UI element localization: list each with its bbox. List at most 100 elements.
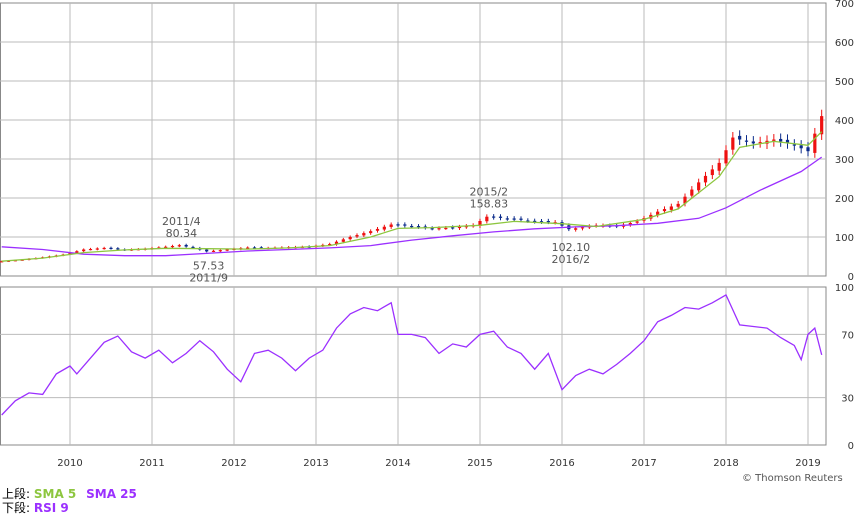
candle-body — [779, 138, 783, 142]
candle-body — [211, 250, 216, 252]
rsi-panel: 0 30 70 100 — [0, 283, 854, 452]
price-tick-label-700: 700 — [835, 0, 854, 10]
x-tick-label-2015: 2015 — [467, 458, 492, 469]
rsi-tick-label-0: 0 — [848, 441, 854, 452]
candle-body — [382, 226, 386, 230]
candle-body — [369, 231, 373, 234]
candle-body — [102, 247, 106, 250]
x-tick-label-2017: 2017 — [631, 458, 656, 469]
legend-upper: 上段: SMA 5 SMA 25 — [2, 487, 137, 501]
candle-body — [690, 189, 694, 196]
candle-body — [0, 261, 4, 263]
x-tick-label-2018: 2018 — [713, 458, 738, 469]
x-tick-label-2014: 2014 — [385, 458, 410, 469]
candle-body — [246, 247, 250, 249]
candle-body — [375, 228, 380, 231]
price-tick-label-500: 500 — [835, 77, 854, 88]
candle-body — [184, 244, 188, 247]
legend-lower-label: 下段: — [2, 501, 31, 515]
candle-body — [533, 220, 537, 223]
annotation-3-line-1: 2016/2 — [551, 253, 590, 266]
rsi-panel-frame — [0, 286, 827, 446]
price-tick-label-200: 200 — [835, 194, 854, 205]
candle-body — [799, 145, 803, 149]
candle-body — [683, 196, 687, 204]
price-tick-label-300: 300 — [835, 155, 854, 166]
candle-body — [820, 116, 824, 135]
candle-body — [717, 162, 721, 171]
candle-body — [259, 247, 263, 249]
candle-body — [362, 233, 366, 236]
candle-body — [116, 248, 120, 250]
candle-body — [738, 135, 742, 140]
candle-body — [423, 226, 427, 228]
candle-body — [410, 225, 414, 228]
legend-lower: 下段: RSI 9 — [2, 501, 69, 515]
candle-body — [396, 224, 400, 226]
x-tick-label-2019: 2019 — [795, 458, 820, 469]
candle-body — [656, 211, 660, 215]
candle-body — [218, 250, 222, 252]
candle-body — [703, 175, 708, 183]
candle-body — [710, 169, 714, 176]
candle-body — [512, 218, 516, 220]
candle-body — [457, 226, 462, 229]
candle-body — [252, 247, 257, 249]
x-tick-label-2013: 2013 — [303, 458, 328, 469]
candle-body — [580, 227, 585, 229]
candle-body — [170, 245, 175, 248]
candle-body — [478, 221, 482, 226]
x-axis: 2010 2011 2012 2013 2014 2015 2016 2017 2018 2019 — [57, 458, 820, 469]
candle-body — [164, 246, 168, 248]
candle-body — [177, 245, 181, 247]
candle-body — [744, 140, 749, 142]
candle-body — [731, 137, 735, 150]
candle-body — [526, 220, 530, 222]
candle-body — [505, 218, 509, 220]
price-tick-label-0: 0 — [848, 272, 854, 283]
candle-body — [498, 216, 503, 218]
candle-body — [68, 252, 72, 255]
price-panel-frame — [0, 2, 827, 277]
sma5-line — [1, 131, 823, 262]
rsi-line — [1, 293, 823, 416]
candle-body — [697, 182, 701, 191]
candle-body — [225, 249, 229, 251]
candle-body — [485, 216, 489, 222]
candle-body — [539, 221, 544, 223]
rsi-tick-label-30: 30 — [841, 394, 854, 405]
candle-body — [519, 218, 523, 220]
candle-body — [806, 147, 810, 152]
candle-body — [676, 203, 680, 207]
x-tick-label-2010: 2010 — [57, 458, 82, 469]
candle-body — [348, 237, 352, 240]
x-tick-label-2016: 2016 — [549, 458, 574, 469]
candle-body — [751, 141, 755, 144]
candle-body — [813, 133, 817, 153]
candle-body — [792, 144, 796, 146]
candle-body — [82, 249, 86, 252]
annotation-0-line-0: 2011/4 — [162, 215, 201, 228]
candle-body — [355, 235, 359, 237]
candle-body — [785, 139, 790, 144]
x-tick-label-2012: 2012 — [221, 458, 246, 469]
annotation-2-line-0: 2015/2 — [469, 186, 508, 199]
legend-upper-label: 上段: — [2, 487, 31, 501]
candle-body — [451, 227, 455, 229]
annotation-2-line-1: 158.83 — [470, 198, 509, 211]
candle-body — [109, 247, 113, 250]
candle-body — [75, 251, 79, 254]
candle-body — [191, 246, 195, 249]
annotation-3-line-0: 102.10 — [552, 241, 591, 254]
annotation-1-line-1: 2011/9 — [189, 271, 228, 284]
candle-body — [403, 224, 407, 226]
rsi-tick-label-70: 70 — [841, 330, 854, 341]
candle-body — [724, 150, 728, 164]
candle-body — [669, 206, 673, 210]
annotation-0-line-1: 80.34 — [166, 227, 198, 240]
candle-body — [492, 216, 496, 218]
candle-body — [205, 249, 209, 252]
sma25-line — [1, 156, 823, 257]
price-tick-label-100: 100 — [835, 233, 854, 244]
